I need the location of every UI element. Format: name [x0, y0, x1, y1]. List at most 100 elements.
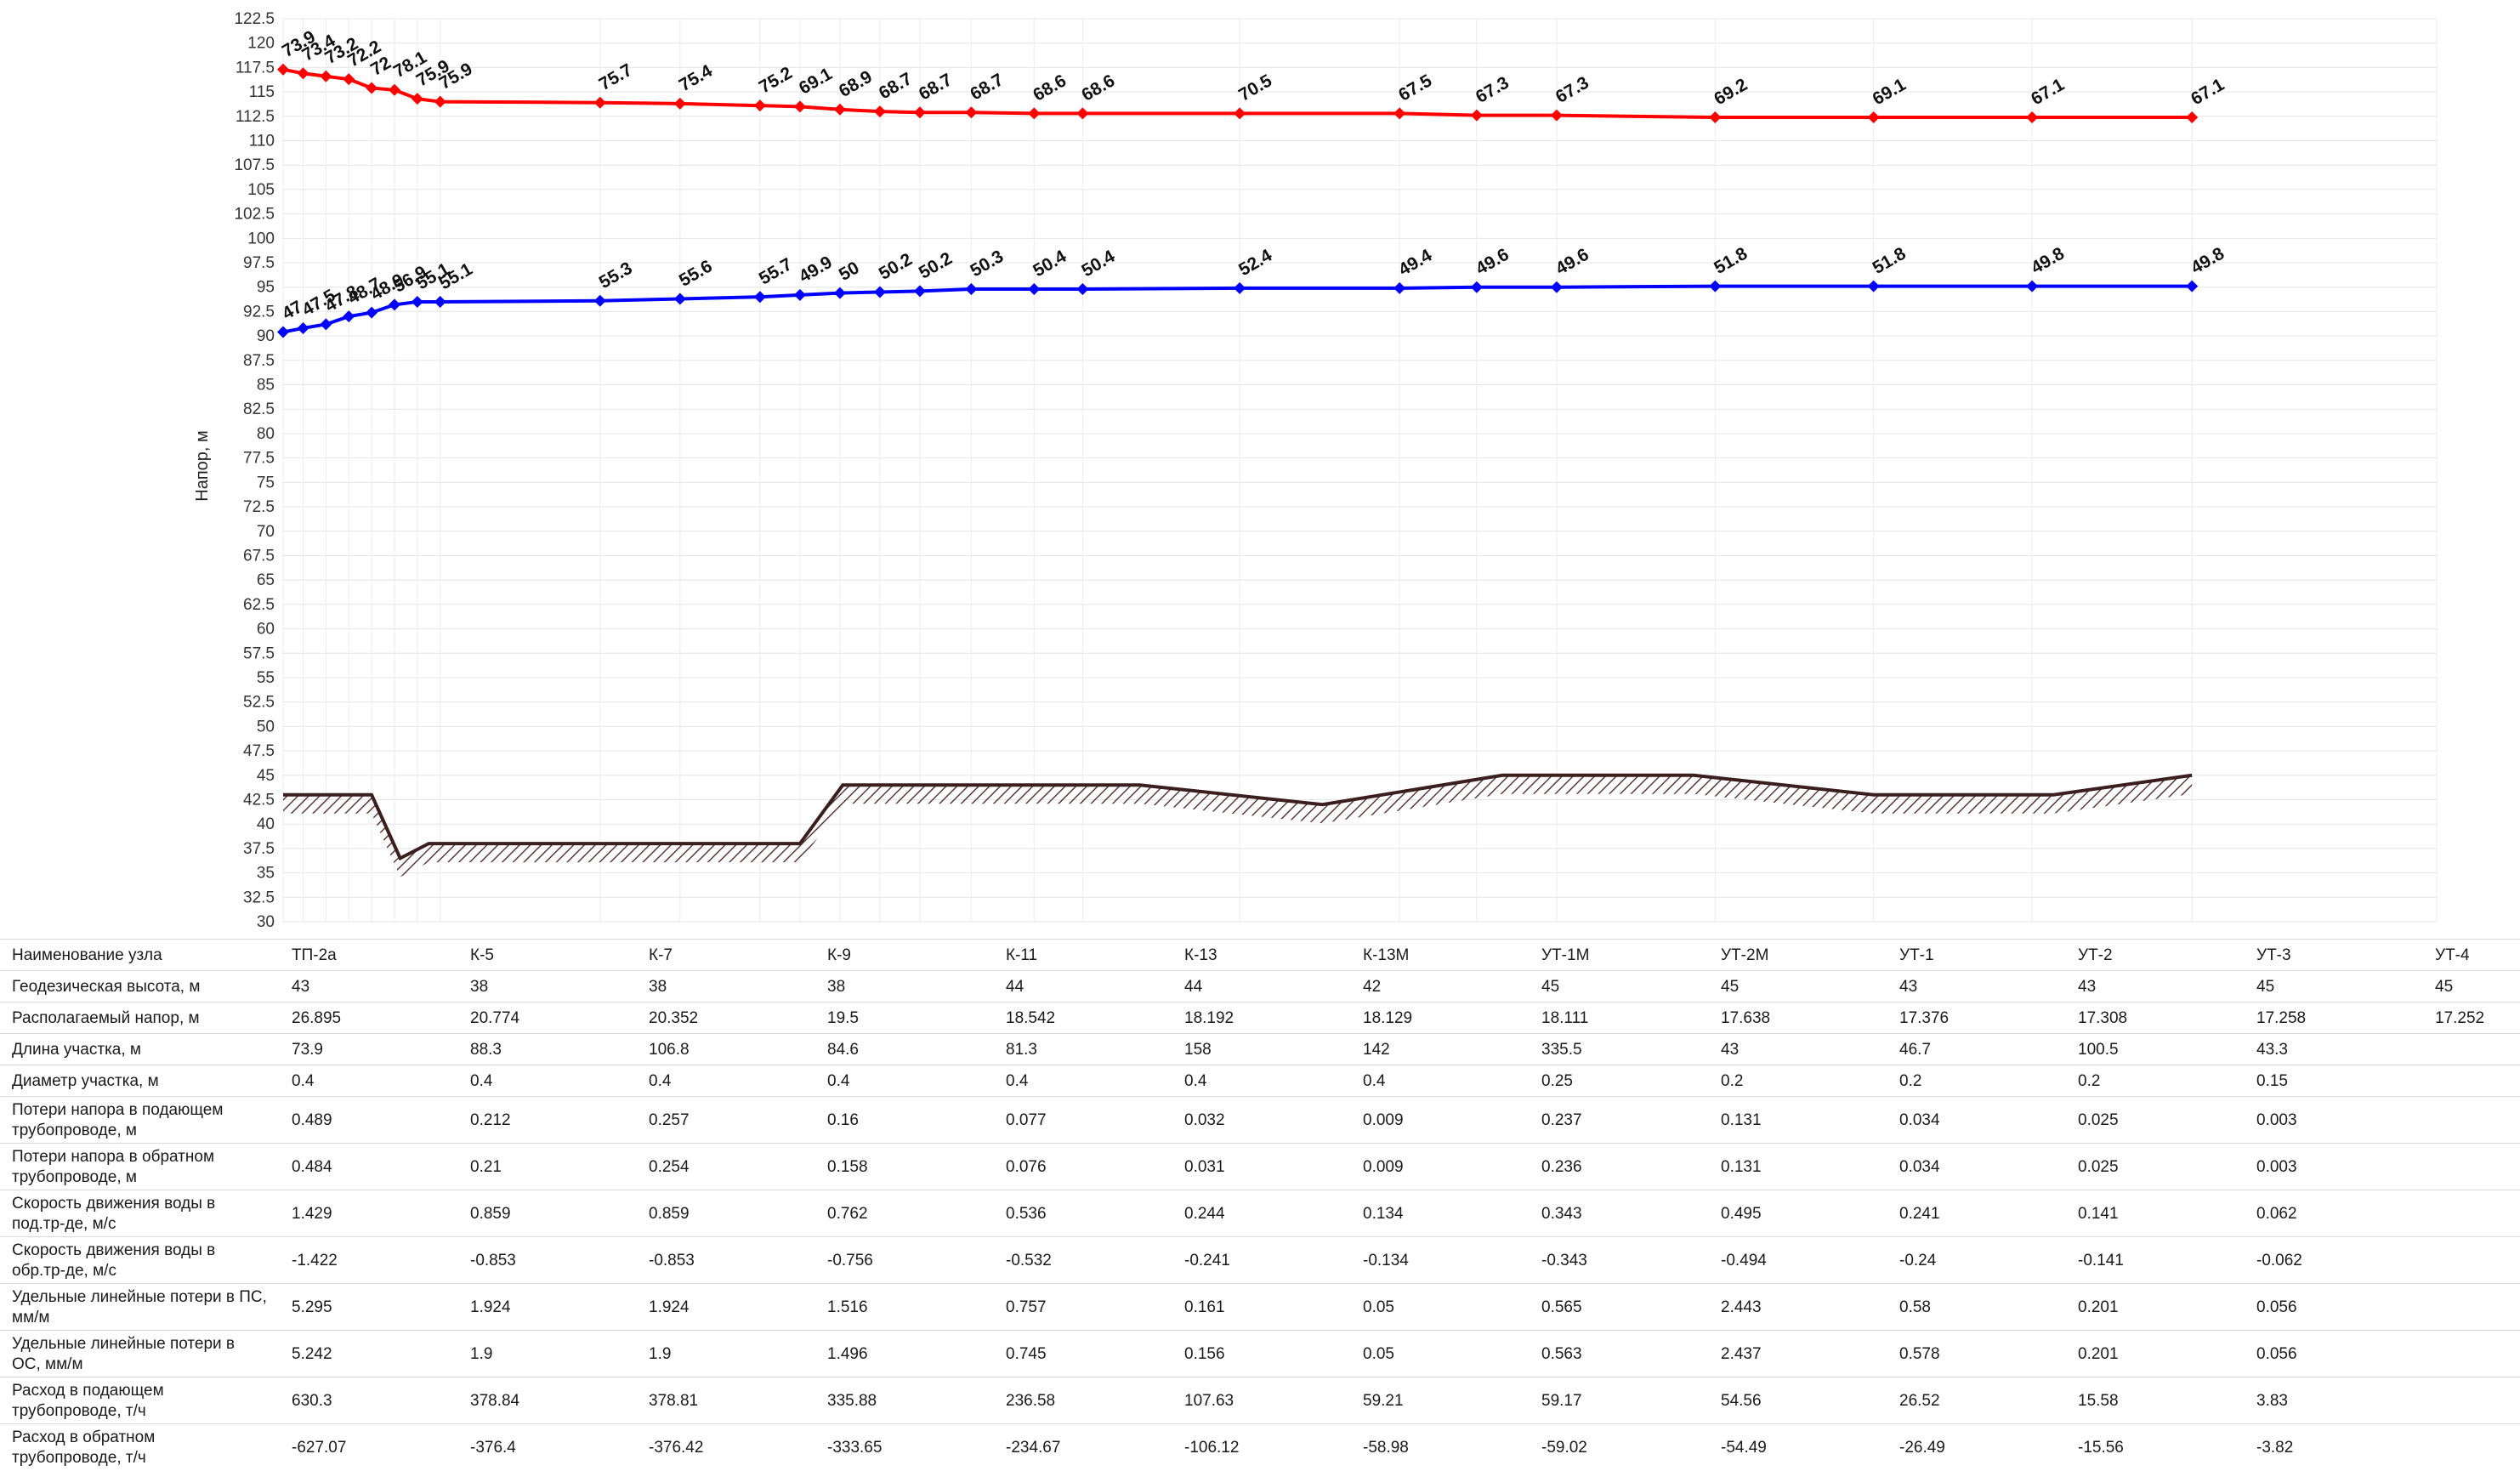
table-cell: 0.244 — [1184, 1204, 1225, 1223]
table-cell: 38 — [470, 977, 489, 996]
table-cell: 1.496 — [827, 1344, 868, 1363]
y-axis: 122.5 120 117.5 115 112.5 110 107.5 105 102.5 100… — [234, 10, 275, 931]
supply-point — [2026, 111, 2039, 123]
table-cell: 0.25 — [1541, 1071, 1573, 1090]
table-cell: -26.49 — [1899, 1438, 1945, 1457]
table-row: Расход в обратном трубопроводе, т/ч -627.… — [0, 1423, 2520, 1471]
table-row: Диаметр участка, м 0.4 0.4 0.4 0.4 0.4 0.4 0.4 0… — [0, 1065, 2520, 1097]
table-cell: 45 — [2256, 977, 2275, 996]
table-cell: 26.895 — [292, 1008, 342, 1027]
table-cell: 26.52 — [1899, 1391, 1940, 1410]
return-point — [1709, 280, 1722, 292]
y-tick-label: 50 — [257, 718, 275, 736]
return-data-label: 49.6 — [1552, 245, 1592, 279]
return-point — [873, 286, 886, 298]
table-cell: К-7 — [649, 946, 673, 964]
table-row: Длина участка, м 73.9 88.3 106.8 84.6 81.3 158… — [0, 1033, 2520, 1065]
return-data-label: 51.8 — [1870, 243, 1910, 278]
table-cell: 378.84 — [470, 1391, 520, 1410]
table-cell: 0.58 — [1899, 1298, 1931, 1316]
supply-data-label: 68.9 — [836, 67, 876, 101]
return-point — [366, 306, 378, 319]
y-tick-label: 75 — [257, 474, 275, 491]
ground-line — [283, 773, 2193, 861]
table-cell: 1.924 — [649, 1298, 690, 1316]
row-label: Расход в обратном трубопроводе, т/ч — [12, 1428, 156, 1467]
y-tick-label: 62.5 — [243, 596, 275, 614]
table-cell: 43 — [1721, 1040, 1740, 1059]
table-cell: -0.494 — [1721, 1251, 1767, 1269]
table-cell: -0.24 — [1899, 1251, 1937, 1269]
table-cell: 43 — [1899, 977, 1918, 996]
supply-data-label: 68.6 — [1030, 71, 1070, 105]
table-cell: К-11 — [1006, 946, 1038, 964]
table-cell: 0.4 — [1184, 1071, 1207, 1090]
supply-data-label: 69.1 — [796, 64, 836, 99]
supply-data-label: 67.3 — [1552, 73, 1592, 107]
table-row: Удельные линейные потери в ОС, мм/м 5.242… — [0, 1330, 2520, 1377]
table-cell: 17.638 — [1721, 1008, 1771, 1027]
return-point — [673, 292, 686, 305]
table-cell: УТ-4 — [2435, 946, 2470, 964]
table-row: Скорость движения воды в обр.тр-де, м/с -… — [0, 1236, 2520, 1284]
table-cell: К-9 — [827, 946, 851, 964]
table-cell: -376.42 — [649, 1438, 704, 1457]
table-cell: 0.212 — [470, 1110, 511, 1129]
table-cell: 0.4 — [827, 1071, 850, 1090]
table-cell: 44 — [1006, 977, 1024, 996]
y-tick-label: 105 — [247, 181, 275, 199]
table-cell: 0.236 — [1541, 1157, 1582, 1176]
table-cell: -0.134 — [1363, 1251, 1409, 1269]
row-label: Длина участка, м — [12, 1040, 141, 1059]
y-tick-label: 45 — [257, 767, 275, 785]
table-cell: -0.853 — [470, 1251, 516, 1269]
supply-point — [793, 100, 806, 113]
row-label: Наименование узла — [12, 946, 162, 964]
supply-point — [833, 103, 846, 116]
table-cell: 17.308 — [2078, 1008, 2128, 1027]
supply-data-label: 67.1 — [2188, 75, 2228, 110]
supply-point — [1076, 107, 1089, 120]
supply-data-label: 68.7 — [967, 70, 1007, 104]
table-cell: 1.516 — [827, 1298, 868, 1316]
table-cell: К-13М — [1363, 946, 1410, 964]
table-cell: 5.242 — [292, 1344, 332, 1363]
table-cell: 0.158 — [827, 1157, 868, 1176]
y-tick-label: 30 — [257, 913, 275, 931]
y-axis-label: Напор, м — [193, 430, 212, 502]
y-tick-label: 87.5 — [243, 352, 275, 370]
return-point — [434, 295, 446, 308]
table-row: Геодезическая высота, м 43 38 38 38 44 44 42 45 4… — [0, 970, 2520, 1002]
supply-point — [965, 106, 978, 119]
table-cell: 335.5 — [1541, 1040, 1582, 1059]
return-point — [297, 321, 309, 334]
supply-point — [913, 106, 926, 119]
y-tick-label: 107.5 — [234, 156, 275, 174]
table-cell: ТП-2а — [292, 946, 337, 964]
table-cell: 0.003 — [2256, 1157, 2297, 1176]
y-tick-label: 42.5 — [243, 791, 275, 809]
table-cell: 0.15 — [2256, 1071, 2288, 1090]
y-tick-label: 95 — [257, 279, 275, 297]
table-cell: 0.076 — [1006, 1157, 1047, 1176]
table-cell: УТ-1 — [1899, 946, 1934, 964]
return-data-label: 49.6 — [1473, 245, 1513, 279]
table-cell: 0.343 — [1541, 1204, 1582, 1223]
table-cell: 73.9 — [292, 1040, 323, 1059]
table-cell: 0.003 — [2256, 1110, 2297, 1129]
table-cell: 44 — [1184, 977, 1203, 996]
return-point — [343, 310, 355, 323]
supply-point — [673, 97, 686, 110]
row-label: Скорость движения воды в обр.тр-де, м/с — [12, 1241, 216, 1280]
table-cell: 142 — [1363, 1040, 1390, 1059]
table-cell: 1.429 — [292, 1204, 332, 1223]
row-label: Скорость движения воды в под.тр-де, м/с — [12, 1194, 216, 1233]
y-tick-label: 52.5 — [243, 694, 275, 712]
return-data-label: 51.8 — [1711, 243, 1751, 278]
supply-point — [297, 67, 309, 80]
table-cell: 5.295 — [292, 1298, 332, 1316]
table-cell: 0.161 — [1184, 1298, 1225, 1316]
supply-point — [1393, 107, 1406, 120]
y-tick-label: 120 — [247, 35, 275, 53]
table-cell: 0.056 — [2256, 1344, 2297, 1363]
